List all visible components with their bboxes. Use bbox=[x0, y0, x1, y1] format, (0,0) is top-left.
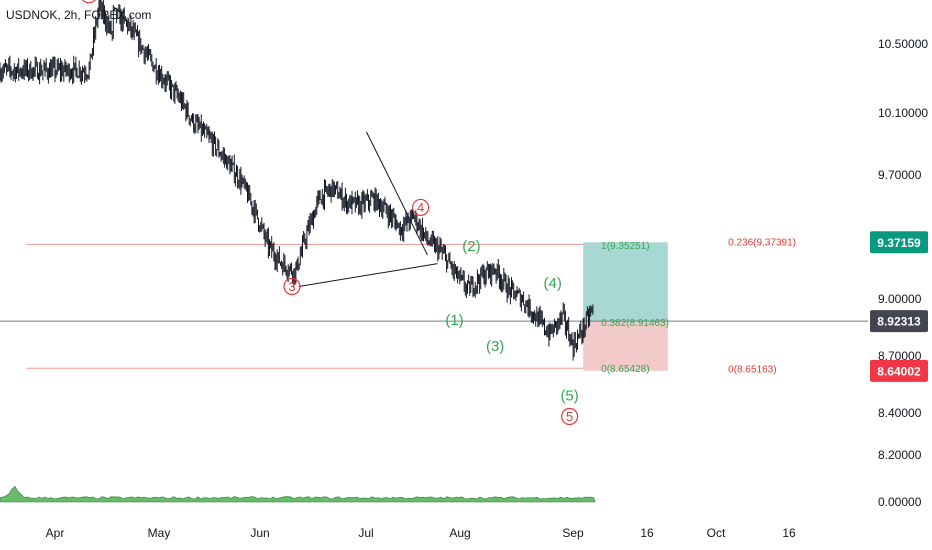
x-tick-label: Jul bbox=[358, 526, 373, 540]
x-tick-label: May bbox=[148, 526, 171, 540]
y-tick-label: 8.40000 bbox=[878, 406, 922, 420]
y-tick-label: 9.00000 bbox=[878, 292, 922, 306]
x-tick-label: Oct bbox=[707, 526, 726, 540]
x-tick-label: 16 bbox=[782, 526, 796, 540]
loss-zone[interactable] bbox=[583, 321, 668, 371]
y-tick-label: 0.00000 bbox=[878, 495, 922, 509]
wave-label: (3) bbox=[486, 338, 504, 355]
wave-circle bbox=[561, 407, 579, 426]
y-tick-label: 9.70000 bbox=[878, 168, 922, 182]
wave-label: 3 bbox=[288, 279, 295, 294]
y-tick-label: 8.70000 bbox=[878, 349, 922, 363]
volume-area bbox=[0, 485, 596, 503]
price-badge bbox=[870, 310, 928, 333]
trendlines bbox=[298, 131, 438, 287]
wave-label: 5 bbox=[566, 409, 573, 424]
x-tick-label: Jun bbox=[250, 526, 269, 540]
x-tick-label: Aug bbox=[449, 526, 470, 540]
fib-level-label: 1(9.35251) bbox=[601, 241, 649, 252]
wave-label: (2) bbox=[462, 238, 480, 255]
price-axis: 10.5000010.100009.700009.300009.000008.7… bbox=[878, 37, 928, 509]
price-badge-label: 9.37159 bbox=[877, 236, 921, 250]
wave-circle bbox=[412, 198, 430, 217]
y-tick-label: 8.20000 bbox=[878, 448, 922, 462]
price-badges: 9.37159 8.92313 8.64002 bbox=[870, 231, 928, 382]
x-tick-label: 16 bbox=[640, 526, 654, 540]
trendline[interactable] bbox=[298, 263, 438, 287]
x-tick-label: Sep bbox=[562, 526, 584, 540]
wave-label: (4) bbox=[544, 275, 562, 292]
fib-level-label: 0.236(9.37391) bbox=[728, 237, 796, 248]
y-tick-label: 10.10000 bbox=[878, 106, 928, 120]
wave-labels: 1 3 4 5 (1) (2) (3) (4) (5) bbox=[82, 0, 579, 426]
price-badge bbox=[870, 231, 928, 254]
price-badge-label: 8.64002 bbox=[877, 364, 921, 378]
y-tick-label: 10.50000 bbox=[878, 37, 928, 51]
time-axis: Apr May Jun Jul Aug Sep 16 Oct 16 bbox=[46, 526, 796, 540]
fib-level-label: 0(8.65163) bbox=[728, 364, 776, 375]
wave-label: (5) bbox=[560, 387, 578, 404]
volume-series bbox=[0, 485, 596, 503]
candlestick-series bbox=[0, 0, 594, 361]
wave-label: 4 bbox=[417, 200, 424, 215]
guide-lines bbox=[0, 243, 868, 369]
fib-level-label: 0(8.65428) bbox=[601, 364, 649, 375]
position-zones bbox=[583, 242, 668, 371]
fib-level-label: 0.382(8.91463) bbox=[601, 318, 669, 329]
price-badge bbox=[870, 359, 928, 382]
wave-circle bbox=[82, 0, 96, 4]
x-tick-label: Apr bbox=[46, 526, 65, 540]
price-badge-label: 8.92313 bbox=[877, 315, 921, 329]
wave-circle bbox=[283, 277, 301, 296]
fib-labels: 1(9.35251) 0.236(9.37391) 0.382(8.91463) 0(… bbox=[601, 237, 796, 375]
wave-label: 1 bbox=[85, 0, 92, 2]
trendline[interactable] bbox=[366, 131, 428, 256]
ticker-label: USDNOK, 2h, FOREX.com bbox=[6, 8, 152, 22]
profit-zone[interactable] bbox=[583, 242, 668, 322]
wave-label: (1) bbox=[445, 312, 463, 329]
